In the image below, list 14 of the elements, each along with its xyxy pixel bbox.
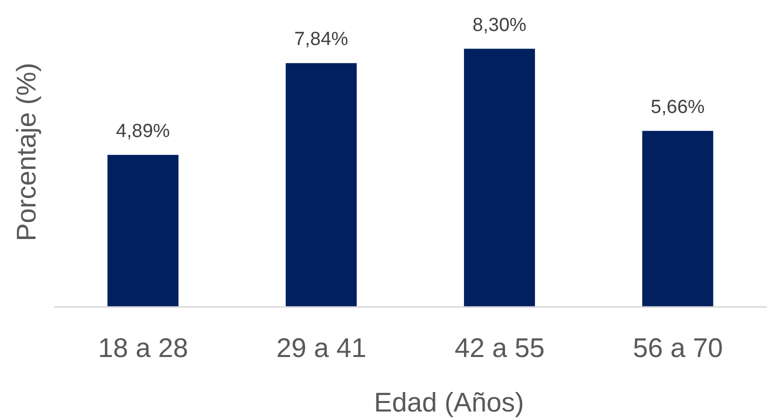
x-axis-title: Edad (Años)	[374, 387, 524, 419]
x-tick-label: 29 a 41	[276, 333, 366, 364]
data-label: 8,30%	[472, 14, 527, 36]
bar	[286, 63, 357, 307]
data-label: 7,84%	[294, 29, 348, 50]
bar	[107, 154, 178, 307]
y-axis-title: Porcentaje (%)	[11, 62, 42, 242]
x-tick-label: 18 a 28	[98, 333, 188, 364]
bar	[464, 48, 535, 307]
x-tick-label: 56 a 70	[632, 333, 723, 364]
x-tick-label: 42 a 55	[454, 333, 545, 364]
data-label: 5,66%	[650, 96, 705, 118]
data-label: 4,89%	[116, 120, 170, 142]
bar	[642, 130, 714, 307]
